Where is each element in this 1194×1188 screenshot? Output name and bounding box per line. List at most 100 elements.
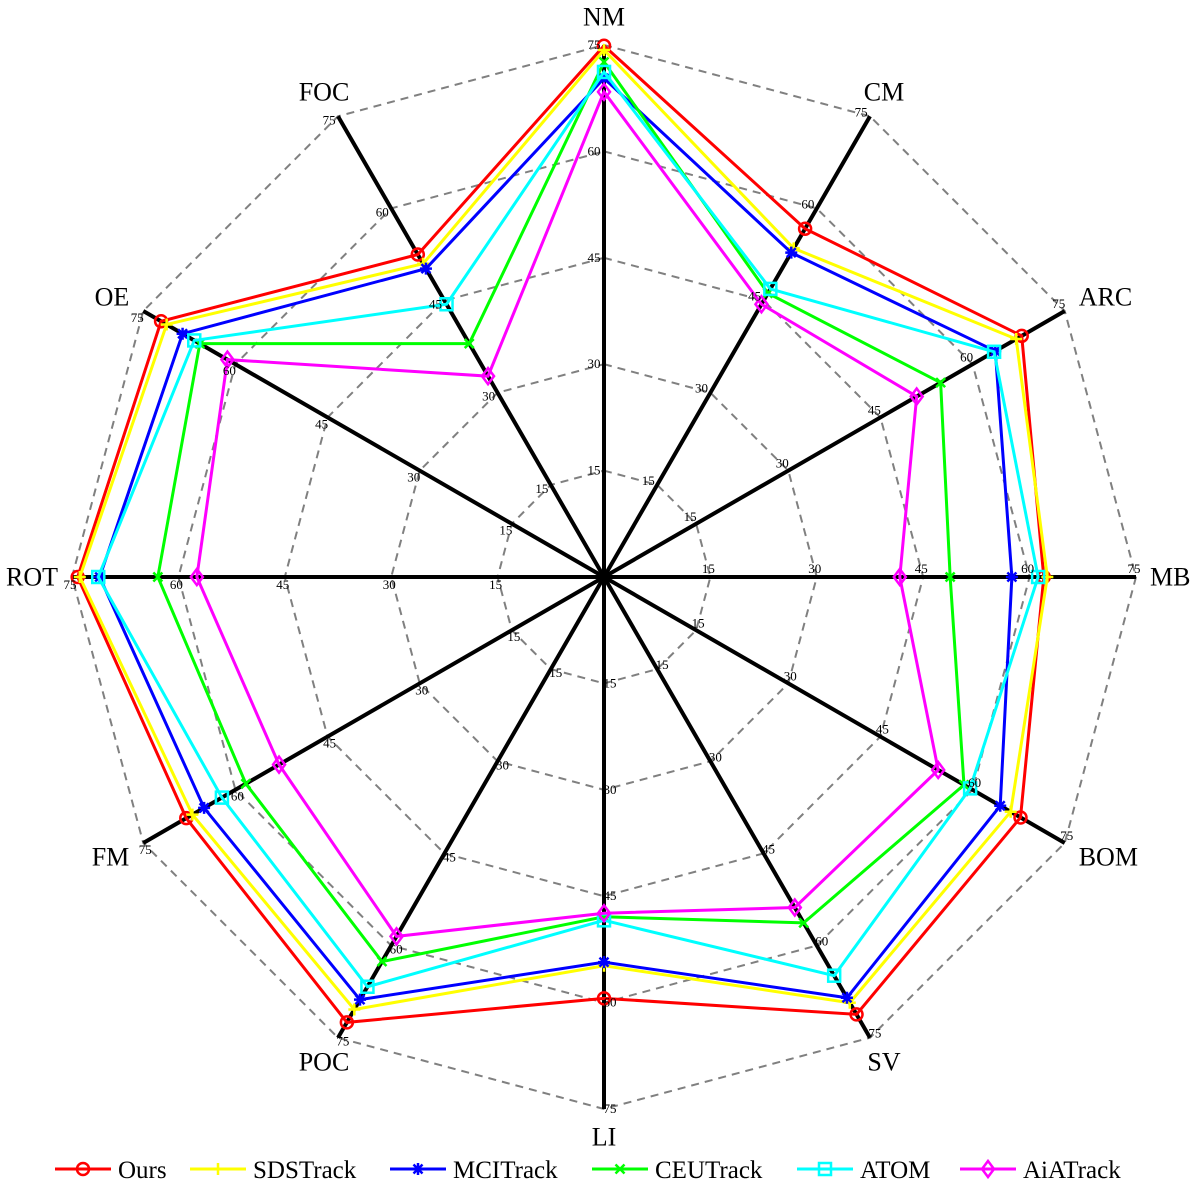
data-point-aiatrack-nm — [596, 81, 612, 102]
legend-label: CEUTrack — [655, 1157, 763, 1184]
axis-line-cm — [602, 115, 872, 578]
data-point-sdstrack-arc — [1010, 333, 1023, 346]
data-point-mcitrack-oe — [176, 327, 189, 340]
tick-label: 15 — [507, 629, 520, 644]
tick-label: 60 — [1021, 561, 1034, 576]
data-point-ceutrack-foc — [463, 338, 475, 349]
data-point-ceutrack-poc — [376, 956, 388, 967]
data-point-mcitrack-sv — [840, 991, 853, 1004]
data-point-ceutrack-rot — [152, 571, 164, 583]
data-point-aiatrack-li — [596, 903, 612, 924]
tick-label: 15 — [588, 463, 601, 478]
data-point-mcitrack-mb — [1005, 571, 1018, 583]
tick-label: 60 — [604, 995, 617, 1010]
axis-line-bom — [602, 575, 1066, 845]
data-point-ceutrack-arc — [935, 377, 947, 389]
axis-label-mb: MB — [1150, 563, 1190, 592]
tick-label: 15 — [642, 473, 655, 488]
data-point-ours-poc — [339, 1015, 355, 1030]
series-ours — [70, 38, 1052, 1030]
axis-label-fm: FM — [92, 843, 130, 872]
data-point-aiatrack-fm — [271, 754, 287, 775]
legend-item-mcitrack: MCITrack — [390, 1157, 558, 1184]
tick-label: 30 — [383, 577, 396, 592]
data-point-atom-nm — [596, 64, 612, 80]
legend-item-ours: Ours — [55, 1157, 167, 1184]
data-point-atom-poc — [360, 979, 375, 994]
data-point-atom-rot — [90, 569, 106, 585]
axis-label-rot: ROT — [6, 563, 58, 592]
data-point-atom-mb — [1030, 569, 1046, 585]
series-line-aiatrack — [195, 88, 940, 938]
legend-label: ATOM — [860, 1157, 930, 1184]
tick-label: 75 — [131, 310, 144, 325]
legend-marker-asterisk — [412, 1163, 424, 1175]
axes — [72, 45, 1136, 1109]
tick-label: 45 — [876, 722, 889, 737]
data-point-ceutrack-fm — [240, 778, 252, 790]
tick-label: 45 — [276, 577, 289, 592]
legend-label: AiATrack — [1023, 1157, 1121, 1184]
tick-label: 75 — [588, 37, 601, 52]
legend-label: MCITrack — [453, 1157, 558, 1184]
tick-labels: 15 30 45 60 75 15 30 45 60 75 15 30 45 60 75 15 30 45 60 75… — [64, 37, 1141, 1116]
tick-label: 45 — [588, 250, 601, 265]
tick-label: 15 — [684, 509, 697, 524]
legend-marker-square — [817, 1161, 833, 1177]
data-point-ours-cm — [797, 221, 813, 236]
data-point-atom-bom — [962, 781, 978, 796]
axis-labels: NM CM ARC MB BOM SV LI POC FM ROT OE FOC — [6, 3, 1190, 1152]
data-point-aiatrack-sv — [787, 897, 803, 918]
data-point-atom-fm — [214, 790, 230, 805]
data-point-mcitrack-li — [598, 956, 610, 969]
data-point-mcitrack-foc — [419, 262, 432, 275]
tick-label: 60 — [223, 363, 236, 378]
tick-label: 45 — [762, 841, 775, 856]
tick-label: 75 — [1128, 561, 1141, 576]
data-point-aiatrack-oe — [219, 349, 235, 370]
series-line-ours — [76, 43, 1046, 1024]
tick-label: 75 — [336, 1034, 349, 1049]
data-point-sdstrack-bom — [1004, 805, 1017, 818]
axis-label-li: LI — [592, 1123, 617, 1152]
data-point-ceutrack-sv — [798, 917, 810, 929]
tick-label: 30 — [604, 782, 617, 797]
data-point-atom-sv — [826, 968, 842, 983]
tick-label: 30 — [776, 456, 789, 471]
tick-label: 75 — [64, 577, 77, 592]
tick-label: 60 — [815, 934, 828, 949]
legend-item-sdstrack: SDSTrack — [190, 1157, 357, 1184]
data-point-aiatrack-cm — [753, 294, 770, 315]
tick-label: 15 — [656, 657, 669, 672]
tick-label: 15 — [692, 615, 705, 630]
tick-label: 30 — [496, 757, 509, 772]
tick-label: 60 — [231, 789, 244, 804]
data-point-sdstrack-nm — [598, 43, 610, 56]
data-point-atom-arc — [986, 344, 1002, 360]
data-point-sdstrack-fm — [186, 808, 199, 821]
axis-label-poc: POC — [299, 1047, 350, 1076]
data-point-ours-sv — [849, 1007, 864, 1022]
data-point-ours-li — [596, 991, 612, 1006]
data-point-ours-foc — [410, 247, 426, 262]
tick-label: 45 — [315, 416, 328, 431]
tick-label: 15 — [535, 481, 548, 496]
axis-label-arc: ARC — [1079, 283, 1132, 312]
legend-label: Ours — [118, 1157, 167, 1184]
tick-label: 60 — [960, 349, 973, 364]
axis-line-fm — [142, 575, 606, 845]
tick-label: 75 — [139, 842, 152, 857]
tick-label: 45 — [868, 402, 881, 417]
tick-label: 30 — [588, 356, 601, 371]
data-point-aiatrack-poc — [388, 926, 405, 947]
tick-label: 60 — [588, 143, 601, 158]
tick-label: 30 — [407, 470, 420, 485]
tick-label: 30 — [695, 381, 708, 396]
data-point-mcitrack-fm — [198, 801, 211, 814]
data-point-aiatrack-bom — [930, 759, 946, 781]
axis-line-oe — [142, 309, 606, 579]
tick-label: 45 — [748, 289, 761, 304]
series-aiatrack — [189, 81, 946, 947]
tick-label: 60 — [801, 196, 814, 211]
